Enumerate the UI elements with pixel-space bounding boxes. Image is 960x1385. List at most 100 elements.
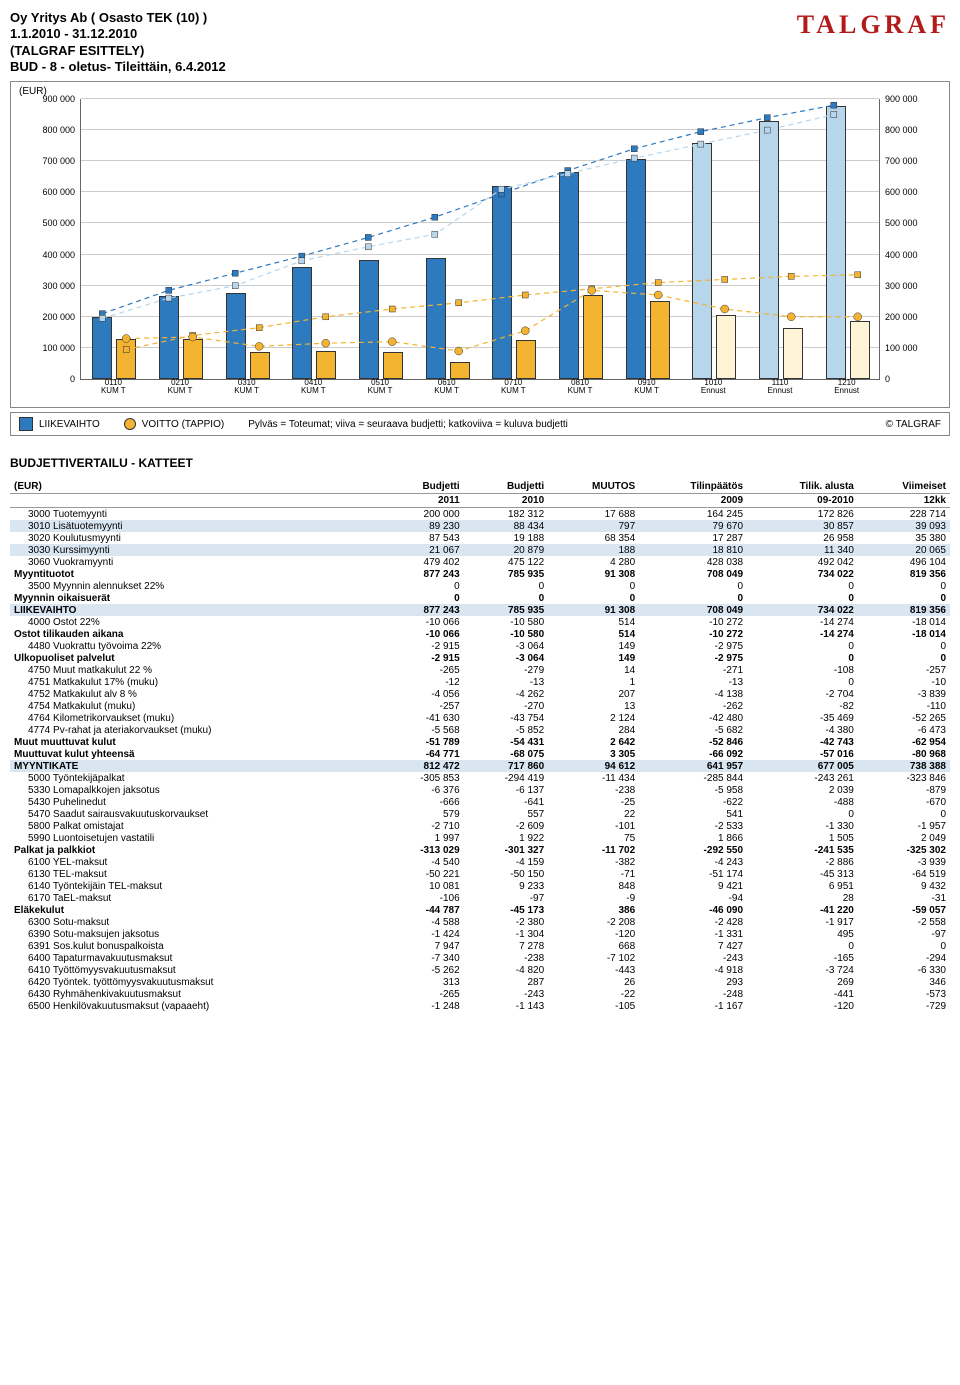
bar-voitto xyxy=(383,352,403,379)
row-value: -5 852 xyxy=(464,724,548,736)
row-value: -59 057 xyxy=(858,904,950,916)
table-header-cell: MUUTOS xyxy=(548,480,639,494)
table-row: 3020 Koulutusmyynti87 54319 18868 35417 … xyxy=(10,532,950,544)
row-label: 6170 TaEL-maksut xyxy=(10,892,379,904)
row-label: 5430 Puhelinedut xyxy=(10,796,379,808)
x-label: 1010Ennust xyxy=(683,379,743,395)
table-subheader-cell: 09-2010 xyxy=(747,494,858,508)
row-value: -238 xyxy=(548,784,639,796)
row-label: 3060 Vuokramyynti xyxy=(10,556,379,568)
row-value: -64 519 xyxy=(858,868,950,880)
table-subheader-cell xyxy=(10,494,379,508)
row-value: -325 302 xyxy=(858,844,950,856)
row-value: -1 330 xyxy=(747,820,858,832)
row-value: 293 xyxy=(639,976,747,988)
y-tick: 300 000 xyxy=(25,281,75,291)
row-value: -51 789 xyxy=(379,736,463,748)
row-value: 17 688 xyxy=(548,508,639,521)
row-value: -68 075 xyxy=(464,748,548,760)
title-line-2: 1.1.2010 - 31.12.2010 xyxy=(10,26,226,42)
row-value: -165 xyxy=(747,952,858,964)
row-label: 3010 Lisätuotemyynti xyxy=(10,520,379,532)
row-value: -265 xyxy=(379,988,463,1000)
row-value: 22 xyxy=(548,808,639,820)
bar-voitto xyxy=(516,340,536,379)
table-row: 3000 Tuotemyynti200 000182 31217 688164 … xyxy=(10,508,950,521)
x-label: 0710KUM T xyxy=(483,379,543,395)
y-tick: 900 000 xyxy=(25,94,75,104)
row-label: Ulkopuoliset palvelut xyxy=(10,652,379,664)
row-value: 7 278 xyxy=(464,940,548,952)
row-label: 6300 Sotu-maksut xyxy=(10,916,379,928)
row-value: 188 xyxy=(548,544,639,556)
table-row: 4480 Vuokrattu työvoima 22%-2 915-3 0641… xyxy=(10,640,950,652)
row-value: -441 xyxy=(747,988,858,1000)
table-row: Palkat ja palkkiot-313 029-301 327-11 70… xyxy=(10,844,950,856)
row-value: -243 xyxy=(464,988,548,1000)
row-value: 708 049 xyxy=(639,604,747,616)
row-value: 0 xyxy=(747,580,858,592)
row-value: -64 771 xyxy=(379,748,463,760)
row-value: -97 xyxy=(464,892,548,904)
x-axis-labels: 0110KUM T0210KUM T0310KUM T0410KUM T0510… xyxy=(80,379,880,399)
legend-copyright: © TALGRAF xyxy=(886,419,941,430)
row-value: 13 xyxy=(548,700,639,712)
row-value: 541 xyxy=(639,808,747,820)
row-label: 4764 Kilometrikorvaukset (muku) xyxy=(10,712,379,724)
y-tick: 300 000 xyxy=(885,281,935,291)
row-value: -4 243 xyxy=(639,856,747,868)
table-row: 3030 Kurssimyynti21 06720 87918818 81011… xyxy=(10,544,950,556)
row-value: -5 958 xyxy=(639,784,747,796)
row-label: 3020 Koulutusmyynti xyxy=(10,532,379,544)
row-value: 3 305 xyxy=(548,748,639,760)
bar-voitto xyxy=(783,328,803,379)
y-tick: 100 000 xyxy=(885,343,935,353)
row-value: -573 xyxy=(858,988,950,1000)
row-value: 89 230 xyxy=(379,520,463,532)
row-value: 9 421 xyxy=(639,880,747,892)
row-label: 6500 Henkilövakuutusmaksut (vapaaeht) xyxy=(10,1000,379,1012)
row-value: -10 580 xyxy=(464,628,548,640)
row-value: -94 xyxy=(639,892,747,904)
row-value: -41 220 xyxy=(747,904,858,916)
row-value: -10 272 xyxy=(639,616,747,628)
legend-item-liikevaihto: LIIKEVAIHTO xyxy=(19,417,100,431)
bar-voitto xyxy=(716,315,736,379)
bar-liikevaihto xyxy=(826,106,846,379)
table-header: (EUR)BudjettiBudjettiMUUTOSTilinpäätösTi… xyxy=(10,480,950,508)
row-value: -44 787 xyxy=(379,904,463,916)
row-value: 0 xyxy=(747,808,858,820)
legend-label-1: LIIKEVAIHTO xyxy=(39,419,100,430)
row-value: 819 356 xyxy=(858,604,950,616)
bar-voitto xyxy=(850,321,870,379)
row-value: 1 922 xyxy=(464,832,548,844)
row-value: -13 xyxy=(464,676,548,688)
row-value: 0 xyxy=(858,652,950,664)
x-label: 0410KUM T xyxy=(283,379,343,395)
table-subheader-cell xyxy=(548,494,639,508)
table-row: MYYNTIKATE812 472717 86094 612641 957677… xyxy=(10,760,950,772)
row-value: -31 xyxy=(858,892,950,904)
x-label: 0110KUM T xyxy=(83,379,143,395)
row-value: -57 016 xyxy=(747,748,858,760)
row-label: 6400 Tapaturmavakuutusmaksut xyxy=(10,952,379,964)
row-value: 7 427 xyxy=(639,940,747,952)
row-value: 579 xyxy=(379,808,463,820)
row-value: 0 xyxy=(747,652,858,664)
row-value: -488 xyxy=(747,796,858,808)
row-value: 2 049 xyxy=(858,832,950,844)
row-label: 5800 Palkat omistajat xyxy=(10,820,379,832)
row-value: 877 243 xyxy=(379,604,463,616)
x-label: 1110Ennust xyxy=(750,379,810,395)
bar-voitto xyxy=(250,352,270,379)
row-value: -1 248 xyxy=(379,1000,463,1012)
table-row: Myyntituotot877 243785 93591 308708 0497… xyxy=(10,568,950,580)
row-value: 68 354 xyxy=(548,532,639,544)
row-value: -80 968 xyxy=(858,748,950,760)
y-tick: 900 000 xyxy=(885,94,935,104)
row-value: -45 173 xyxy=(464,904,548,916)
y-tick: 500 000 xyxy=(885,218,935,228)
row-value: -12 xyxy=(379,676,463,688)
row-value: 2 642 xyxy=(548,736,639,748)
row-value: -10 272 xyxy=(639,628,747,640)
